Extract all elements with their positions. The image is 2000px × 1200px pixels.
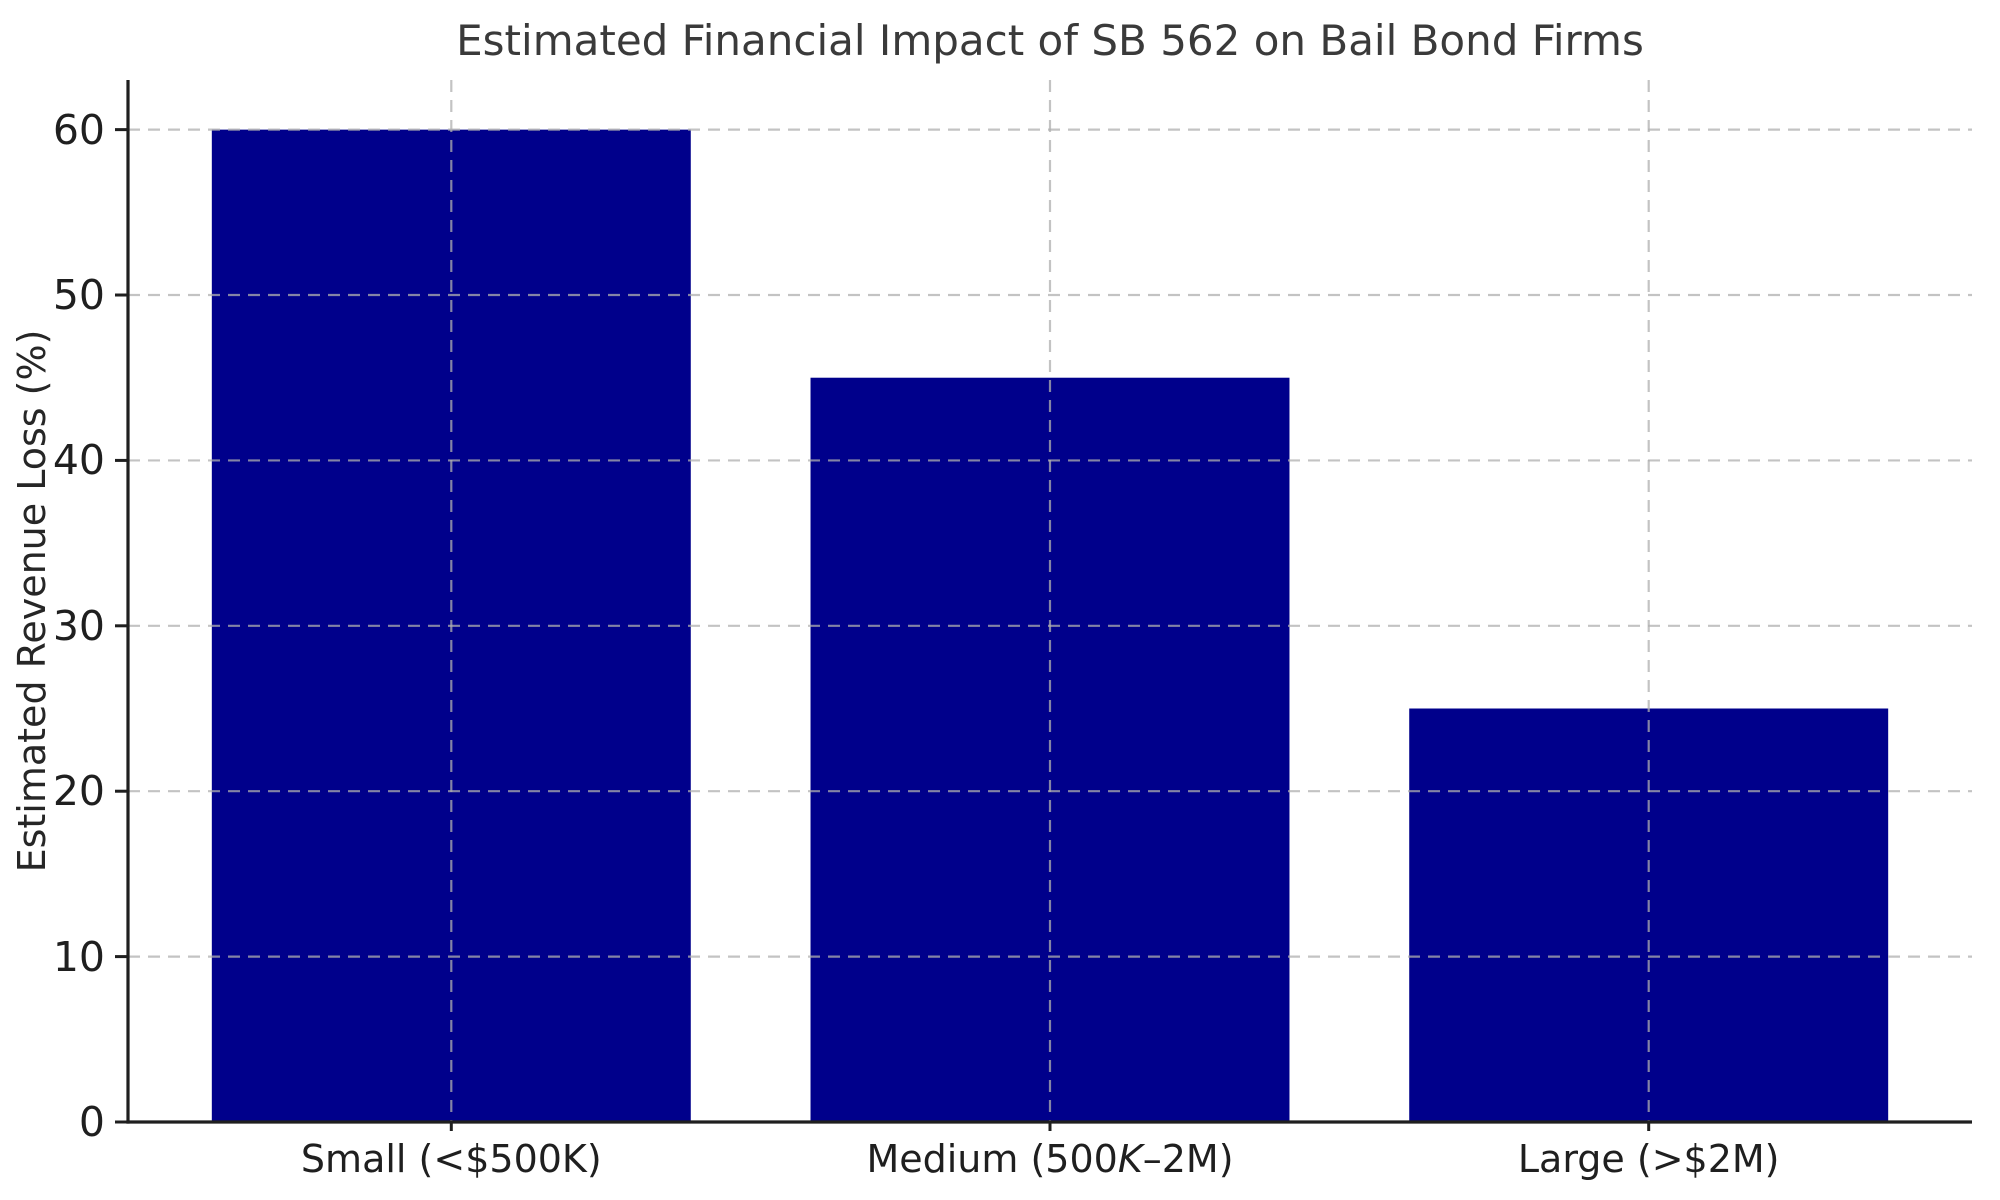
y-tick-label: 20 [52, 767, 105, 816]
x-tick-label-segment: Large (>$2M) [1517, 1137, 1780, 1181]
x-tick-label-segment: Small (<$500K) [300, 1137, 602, 1181]
y-tick-label: 40 [52, 436, 105, 485]
chart-title: Estimated Financial Impact of SB 562 on … [456, 16, 1644, 65]
y-tick-label: 30 [52, 601, 105, 650]
x-tick-label: Medium (500K–2M) [866, 1138, 1233, 1180]
y-tick-label: 10 [52, 932, 105, 981]
x-tick-label: Large (>$2M) [1518, 1138, 1780, 1180]
x-tick-label: Small (<$500K) [301, 1138, 602, 1180]
x-tick-label-segment: –2M) [1142, 1137, 1234, 1181]
y-tick-label: 60 [52, 105, 105, 154]
y-tick-label: 0 [78, 1098, 105, 1146]
y-tick-label: 50 [52, 271, 105, 320]
x-tick-label-italic-segment: K [1117, 1137, 1143, 1181]
y-axis-label: Estimated Revenue Loss (%) [10, 329, 54, 873]
bar [1409, 708, 1889, 1122]
x-tick-label-segment: Medium (500 [866, 1137, 1118, 1181]
